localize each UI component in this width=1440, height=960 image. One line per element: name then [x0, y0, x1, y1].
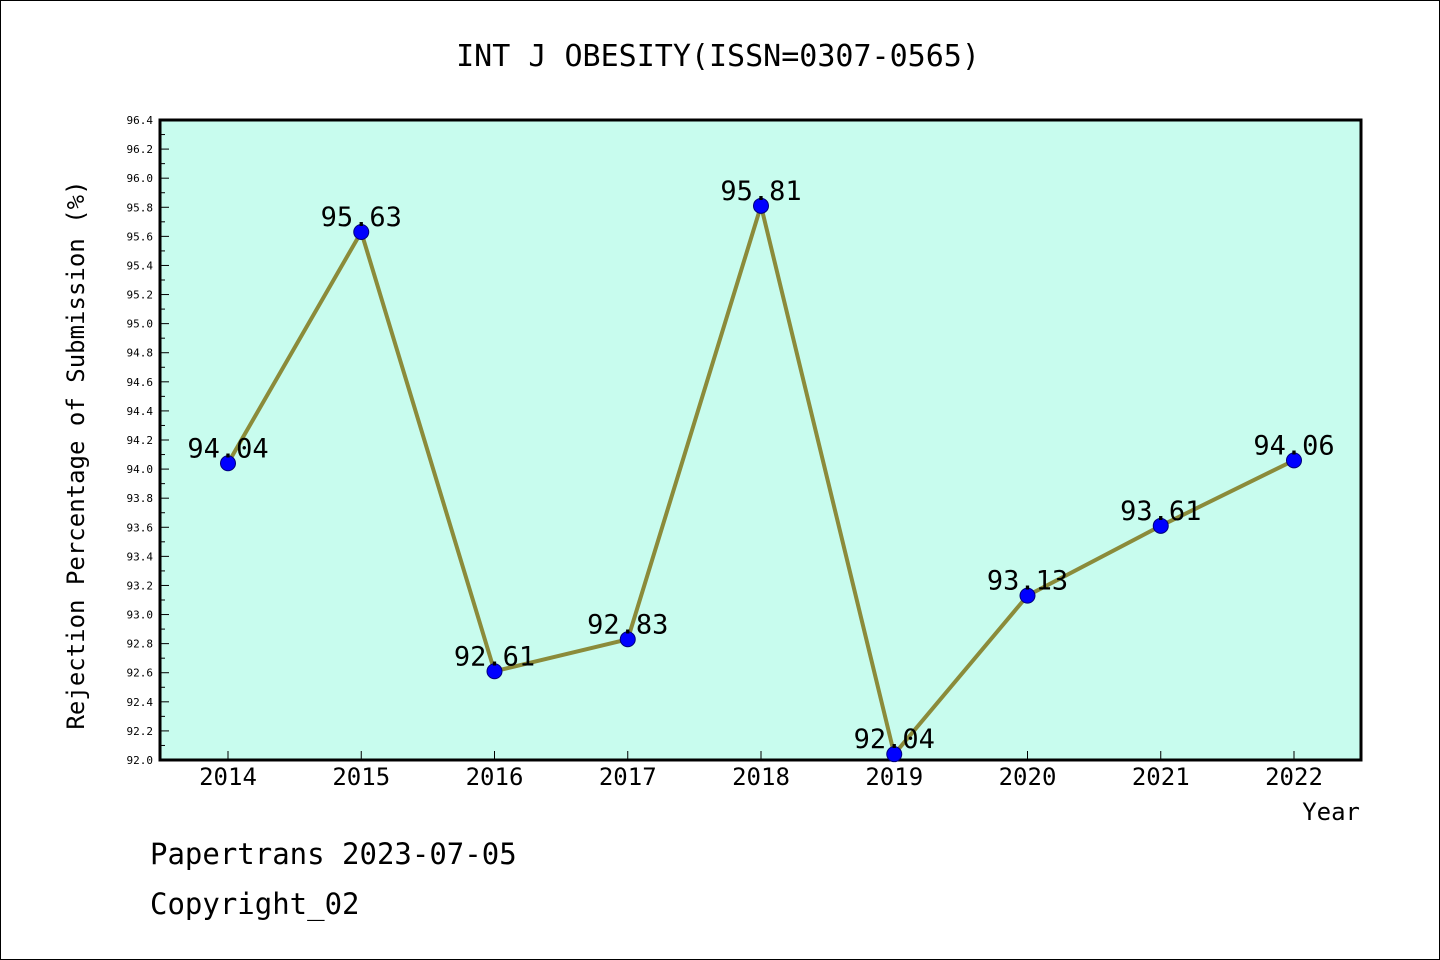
data-label: 92.61	[454, 641, 535, 672]
y-tick-label: 94.2	[127, 434, 154, 447]
data-point-marker	[1019, 587, 1036, 604]
y-tick-label: 94.4	[127, 405, 154, 418]
x-tick-label: 2014	[199, 763, 257, 791]
markers-group	[220, 197, 1302, 763]
y-tick-label: 96.0	[127, 172, 154, 185]
x-tick-label: 2021	[1132, 763, 1190, 791]
data-point-marker	[619, 631, 636, 648]
y-tick-label: 93.2	[127, 579, 154, 592]
y-tick-label: 92.0	[127, 754, 154, 767]
data-label: 95.81	[720, 176, 801, 207]
x-tick-label: 2016	[466, 763, 524, 791]
x-tick-label: 2020	[999, 763, 1057, 791]
x-tick-label: 2018	[732, 763, 790, 791]
y-axis-label: Rejection Percentage of Submission (%)	[62, 180, 90, 729]
data-point-marker	[753, 197, 769, 214]
data-point-marker	[1286, 452, 1302, 469]
y-tick-label: 92.8	[127, 638, 154, 651]
y-tick-label: 94.0	[127, 463, 154, 476]
data-point-marker	[220, 455, 236, 472]
data-label: 93.61	[1120, 496, 1201, 527]
chart-title: INT J OBESITY(ISSN=0307-0565)	[456, 39, 980, 74]
y-tick-label: 95.6	[127, 230, 154, 243]
y-tick-label: 96.2	[127, 143, 154, 156]
footer-copyright: Copyright_02	[150, 887, 360, 922]
data-label: 92.04	[854, 724, 935, 755]
data-label: 93.13	[987, 566, 1068, 597]
y-tick-label: 93.4	[127, 550, 154, 563]
data-point-marker	[486, 663, 503, 680]
data-labels-group: 94.04 95.63 92.61 92.83 95.81 92.04 93.13 93.61…	[187, 176, 1334, 755]
y-axis: 92.0 92.2 92.4 92.6 92.8 93.0 93.2 93.4 93.6 93.8…	[127, 114, 169, 767]
y-tick-label: 92.6	[127, 667, 154, 680]
x-tick-label: 2022	[1265, 763, 1323, 791]
footer-date: Papertrans 2023-07-05	[150, 837, 517, 871]
y-tick-label: 95.0	[127, 318, 154, 331]
y-tick-label: 92.4	[127, 696, 154, 709]
x-tick-label: 2019	[865, 763, 923, 791]
y-tick-label: 95.4	[127, 259, 154, 272]
y-tick-label: 93.8	[127, 492, 154, 505]
y-tick-label: 95.2	[127, 289, 154, 302]
y-tick-label: 92.2	[127, 725, 154, 738]
y-tick-label: 96.4	[127, 114, 154, 127]
data-point-marker	[886, 746, 903, 763]
data-label: 92.83	[587, 609, 668, 640]
data-label: 94.06	[1253, 430, 1334, 461]
data-point-marker	[353, 224, 370, 240]
x-tick-label: 2017	[599, 763, 657, 791]
y-tick-label: 94.6	[127, 376, 154, 389]
x-axis: 2014 2015 2016 2017 2018 2019 2020 2021 2022	[199, 751, 1323, 791]
y-tick-label: 94.8	[127, 347, 154, 360]
data-label: 94.04	[187, 433, 268, 464]
x-axis-label: Year	[1302, 798, 1360, 826]
y-tick-label: 93.6	[127, 521, 154, 534]
data-point-marker	[1152, 517, 1169, 534]
x-tick-label: 2015	[332, 763, 390, 791]
data-label: 95.63	[321, 202, 402, 233]
y-tick-label: 95.8	[127, 201, 154, 214]
y-tick-label: 93.0	[127, 609, 154, 622]
